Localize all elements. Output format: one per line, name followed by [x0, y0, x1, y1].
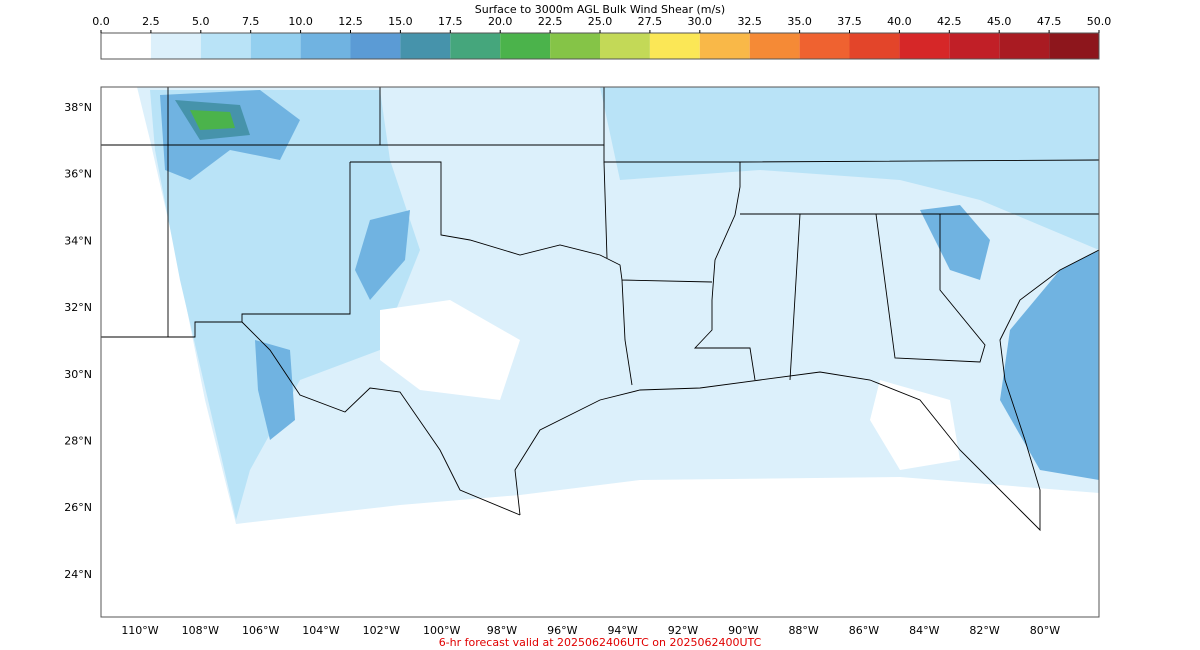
lat-label: 34°N	[64, 234, 92, 247]
lon-label: 94°W	[607, 624, 637, 637]
colorbar-swatch	[999, 33, 1050, 59]
colorbar-tick-label: 45.0	[987, 15, 1012, 28]
colorbar-swatch	[200, 33, 251, 59]
colorbar-swatch	[749, 33, 800, 59]
colorbar-tick-label: 7.5	[242, 15, 260, 28]
lon-label: 88°W	[788, 624, 818, 637]
lon-label: 96°W	[547, 624, 577, 637]
shear-field	[1000, 250, 1099, 480]
shear-field	[380, 300, 520, 400]
map-frame	[100, 86, 1100, 618]
colorbar-tick-label: 42.5	[937, 15, 962, 28]
shear-field	[190, 110, 235, 130]
lon-label: 102°W	[363, 624, 400, 637]
lon-label: 80°W	[1030, 624, 1060, 637]
colorbar-tick-label: 27.5	[638, 15, 663, 28]
colorbar-swatch	[600, 33, 650, 59]
map	[100, 86, 1100, 618]
colorbar-swatch	[949, 33, 1000, 59]
lon-label: 98°W	[487, 624, 517, 637]
colorbar-tick-label: 37.5	[837, 15, 862, 28]
colorbar-swatch	[1049, 33, 1099, 59]
colorbar-tick-label: 17.5	[438, 15, 463, 28]
colorbar-title: Surface to 3000m AGL Bulk Wind Shear (m/…	[475, 3, 725, 16]
colorbar-swatch	[300, 33, 351, 59]
colorbar-swatch	[849, 33, 900, 59]
lon-label: 84°W	[909, 624, 939, 637]
colorbar-tick-label: 15.0	[388, 15, 413, 28]
shear-field	[920, 205, 990, 280]
colorbar-tick-label: 10.0	[288, 15, 313, 28]
colorbar-tick-label: 40.0	[887, 15, 912, 28]
lon-label: 100°W	[423, 624, 460, 637]
lon-labels: 110°W 108°W 106°W 104°W 102°W 100°W 98°W 96°W 94…	[121, 624, 1060, 637]
shear-field	[150, 90, 420, 520]
lat-label: 32°N	[64, 301, 92, 314]
colorbar-swatch	[699, 33, 750, 59]
colorbar-tick-label: 22.5	[538, 15, 563, 28]
colorbar-tick-label: 5.0	[192, 15, 210, 28]
colorbar-swatch	[350, 33, 401, 59]
lon-label: 104°W	[302, 624, 339, 637]
colorbar-tick-label: 2.5	[142, 15, 160, 28]
lon-label: 82°W	[969, 624, 999, 637]
colorbar-swatch	[400, 33, 451, 59]
colorbar-swatch	[799, 33, 850, 59]
shear-field	[255, 340, 295, 440]
lat-label: 36°N	[64, 168, 92, 181]
shear-field	[355, 210, 410, 300]
colorbar-tick-label: 25.0	[588, 15, 613, 28]
colorbar-tick-label: 0.0	[92, 15, 110, 28]
lon-label: 106°W	[242, 624, 279, 637]
colorbar-swatch	[899, 33, 950, 59]
shear-field	[600, 87, 1099, 250]
borders	[101, 87, 1100, 532]
colorbar-tick-label: 12.5	[338, 15, 363, 28]
colorbar-tick-label: 20.0	[488, 15, 513, 28]
colorbar-tick-label: 32.5	[737, 15, 762, 28]
shear-field	[870, 380, 960, 470]
footer: 6-hr forecast valid at 2025062406UTC on …	[439, 636, 762, 649]
lon-label: 86°W	[849, 624, 879, 637]
lat-label: 24°N	[64, 568, 92, 581]
colorbar-swatch	[649, 33, 700, 59]
colorbar-tick-label: 47.5	[1037, 15, 1062, 28]
lat-labels: 38°N 36°N 34°N 32°N 30°N 28°N 26°N 24°N	[64, 101, 92, 581]
lon-label: 110°W	[121, 624, 158, 637]
colorbar-swatch	[550, 33, 600, 59]
colorbar-tick-label: 30.0	[688, 15, 713, 28]
colorbar-swatch	[101, 33, 151, 59]
colorbar-swatch	[150, 33, 201, 59]
colorbar-swatch	[250, 33, 301, 59]
colorbar-swatch	[450, 33, 501, 59]
lon-label: 92°W	[668, 624, 698, 637]
lat-label: 38°N	[64, 101, 92, 114]
colorbar-tick-label: 35.0	[787, 15, 812, 28]
lon-label: 108°W	[182, 624, 219, 637]
lat-label: 26°N	[64, 501, 92, 514]
lat-label: 28°N	[64, 435, 92, 448]
colorbar: 0.0 2.5 5.0 7.5 10.0 12.5 15.0 17.5 20.0 22.5 25.0…	[92, 15, 1112, 60]
colorbar-swatch	[500, 33, 551, 59]
lat-label: 30°N	[64, 368, 92, 381]
colorbar-tick-label: 50.0	[1087, 15, 1112, 28]
lon-label: 90°W	[728, 624, 758, 637]
